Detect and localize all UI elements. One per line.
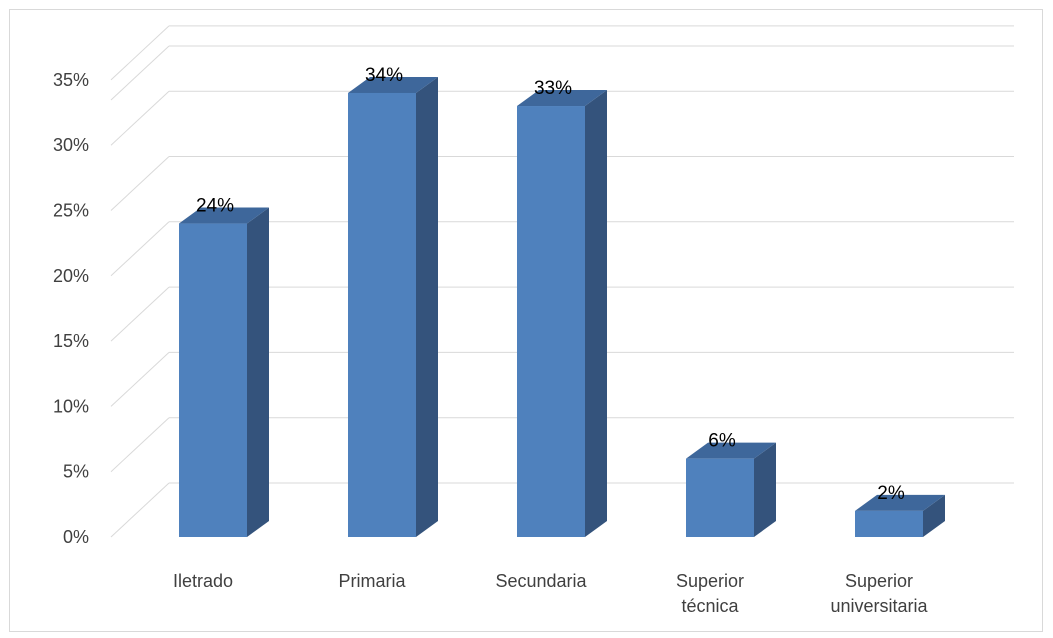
y-tick-label: 20% xyxy=(53,266,89,286)
bar xyxy=(348,92,416,538)
bar-side xyxy=(754,442,776,537)
bar-top xyxy=(686,442,776,459)
bar-side xyxy=(585,90,607,538)
x-category-label: Iletrado xyxy=(173,571,233,591)
gridline-side xyxy=(110,417,170,473)
gridline-side xyxy=(110,156,170,211)
y-tick-label: 0% xyxy=(63,527,89,547)
data-label: 34% xyxy=(365,65,403,86)
gridline-side xyxy=(110,482,170,538)
x-category-label: Superior xyxy=(676,571,744,591)
data-label: 6% xyxy=(708,431,736,452)
data-label: 2% xyxy=(877,483,905,504)
bar xyxy=(179,223,247,537)
data-label: 24% xyxy=(196,196,234,217)
x-category-label: Superior xyxy=(845,571,913,591)
bar-top xyxy=(517,90,607,107)
gridline-side xyxy=(110,25,170,81)
x-category-label: Secundaria xyxy=(495,571,587,591)
bar-side xyxy=(416,76,438,538)
y-tick-label: 5% xyxy=(63,462,89,482)
y-tick-label: 35% xyxy=(53,70,89,90)
x-category-label: universitaria xyxy=(830,596,928,616)
y-tick-label: 15% xyxy=(53,331,89,351)
bar-top xyxy=(855,494,945,511)
x-category-label: técnica xyxy=(681,596,739,616)
y-tick-label: 30% xyxy=(53,135,89,155)
bar-top xyxy=(179,207,269,224)
y-tick-label: 10% xyxy=(53,396,89,416)
chart-area: 0% 5% 10% 15% 20% 25% 30% 35% 24% Iletrado 34% Prim… xyxy=(9,9,1043,632)
gridline-side xyxy=(110,45,170,101)
bar-top xyxy=(348,76,438,93)
bar-side xyxy=(923,494,945,537)
gridline-side xyxy=(110,352,170,407)
gridline-side xyxy=(110,286,170,342)
bar-side xyxy=(247,207,269,537)
x-category-label: Primaria xyxy=(338,571,406,591)
gridline-side xyxy=(110,90,170,146)
data-label: 33% xyxy=(534,78,572,99)
bar xyxy=(855,510,923,537)
y-tick-label: 25% xyxy=(53,201,89,221)
bar xyxy=(686,458,754,537)
bar xyxy=(517,106,585,538)
gridline-side xyxy=(110,221,170,277)
